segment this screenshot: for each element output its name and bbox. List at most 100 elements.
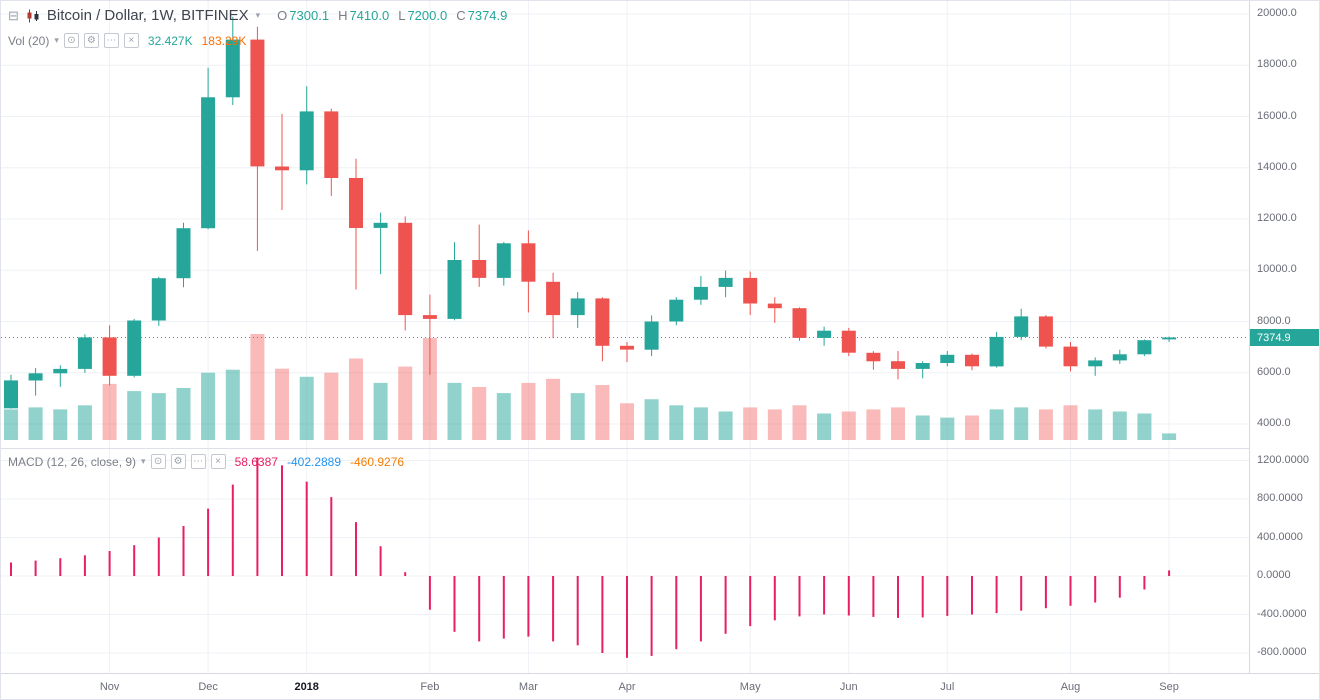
macd-histogram-bar <box>231 484 234 576</box>
volume-bar <box>595 385 610 440</box>
candle-body <box>521 243 536 282</box>
macd-axis-label: 800.0000 <box>1257 492 1303 504</box>
candle-body <box>940 354 955 363</box>
macd-histogram-bar <box>1168 570 1171 576</box>
candle-body <box>915 363 930 369</box>
volume-bar <box>77 405 92 440</box>
macd-line-value: -402.2889 <box>286 454 342 469</box>
macd-close-icon[interactable]: × <box>210 454 226 469</box>
macd-settings-icon[interactable]: ⚙ <box>170 454 186 469</box>
time-axis-label: Feb <box>420 681 440 693</box>
volume-more-icon[interactable]: ⋯ <box>103 33 119 48</box>
volume-bar <box>1063 405 1078 440</box>
volume-bar <box>989 409 1004 440</box>
candle-body <box>225 39 240 98</box>
volume-indicator-label[interactable]: Vol (20) <box>8 33 50 48</box>
pane-separator[interactable] <box>1 448 1319 449</box>
low-value: 7200.0 <box>407 8 448 23</box>
volume-bar <box>817 413 832 440</box>
macd-histogram-bar <box>379 546 382 576</box>
macd-histogram-bar <box>552 576 555 642</box>
candle-body <box>989 336 1004 367</box>
macd-histogram-bar <box>157 537 160 576</box>
candle-body <box>1112 354 1127 361</box>
volume-settings-icon[interactable]: ⚙ <box>83 33 99 48</box>
candle-body <box>644 321 659 350</box>
macd-histogram-bar <box>847 576 850 616</box>
price-axis-label: 20000.0 <box>1257 7 1297 19</box>
symbol-dropdown-caret-icon[interactable]: ▾ <box>255 10 261 20</box>
volume-value: 32.427K <box>147 33 193 48</box>
volume-bar <box>620 403 634 440</box>
panes-collapse-icon[interactable]: ⊟ <box>8 7 19 23</box>
time-axis-label: Aug <box>1060 681 1081 693</box>
time-axis[interactable]: Nov Dec 2018 Feb Mar Apr May Jun Jul Aug Sep <box>1 673 1319 699</box>
volume-bar <box>53 409 68 440</box>
volume-bar <box>496 393 511 440</box>
macd-histogram-bar <box>207 508 210 576</box>
macd-histogram-bar <box>798 576 801 617</box>
volume-bar <box>472 387 487 440</box>
candle-body <box>77 337 92 369</box>
macd-histogram-bar <box>256 457 259 576</box>
macd-more-icon[interactable]: ⋯ <box>190 454 206 469</box>
macd-histogram-bar <box>749 576 752 627</box>
volume-bar <box>176 388 191 440</box>
macd-visibility-icon[interactable]: ⊙ <box>150 454 166 469</box>
time-axis-label: Dec <box>198 681 218 693</box>
close-label: C <box>456 8 466 23</box>
volume-bar <box>275 368 289 440</box>
candle-body <box>373 222 388 228</box>
volume-bar <box>1162 433 1177 440</box>
candle-body <box>693 286 708 300</box>
volume-bar <box>521 382 536 440</box>
volume-bar <box>546 378 561 440</box>
price-axis-label: 14000.0 <box>1257 161 1297 173</box>
macd-histogram-bar <box>355 522 357 576</box>
volume-bar <box>866 409 881 440</box>
macd-axis-label: 1200.0000 <box>1257 454 1309 466</box>
macd-histogram-bar <box>330 497 333 576</box>
macd-histogram-bar <box>675 576 678 650</box>
candle-body <box>447 260 462 319</box>
candle-body <box>546 281 561 316</box>
macd-indicator-caret-icon[interactable]: ▾ <box>141 456 146 466</box>
volume-bar <box>1088 409 1103 440</box>
volume-visibility-icon[interactable]: ⊙ <box>63 33 79 48</box>
candle-body <box>595 298 610 346</box>
macd-histogram-bar <box>576 576 579 646</box>
low-label: L <box>398 8 406 23</box>
volume-bar <box>4 409 18 440</box>
volume-bar <box>151 393 166 440</box>
price-pane[interactable] <box>1 1 1249 448</box>
volume-bar <box>743 407 758 440</box>
volume-bar <box>940 417 955 440</box>
volume-bar <box>965 415 979 440</box>
candle-body <box>102 337 117 376</box>
volume-close-icon[interactable]: × <box>123 33 139 48</box>
volume-bar <box>669 405 684 440</box>
time-axis-label: Nov <box>99 681 120 693</box>
macd-histogram-bar <box>182 526 185 576</box>
candle-body <box>718 277 733 287</box>
macd-indicator-label[interactable]: MACD (12, 26, close, 9) <box>8 454 137 469</box>
macd-pane[interactable] <box>1 448 1249 673</box>
macd-histogram-bar <box>773 576 776 621</box>
price-axis-label: 6000.0 <box>1257 366 1291 378</box>
volume-bar <box>349 358 363 440</box>
candle-body <box>299 111 314 171</box>
candle-body <box>151 278 166 321</box>
candle-body <box>620 345 634 350</box>
macd-axis-label: -800.0000 <box>1257 646 1307 658</box>
macd-histogram-bar <box>453 576 456 632</box>
volume-indicator-caret-icon[interactable]: ▾ <box>54 35 59 45</box>
price-axis-label: 4000.0 <box>1257 417 1291 429</box>
volume-bar <box>398 366 413 440</box>
time-axis-label: Jun <box>839 681 858 693</box>
candle-body <box>570 298 585 316</box>
candle-body <box>398 222 413 316</box>
symbol-title[interactable]: Bitcoin / Dollar, 1W, BITFINEX <box>46 7 249 24</box>
macd-histogram-bar <box>281 465 283 576</box>
macd-histogram-bar <box>1069 576 1072 606</box>
macd-histogram-bar <box>527 576 530 637</box>
